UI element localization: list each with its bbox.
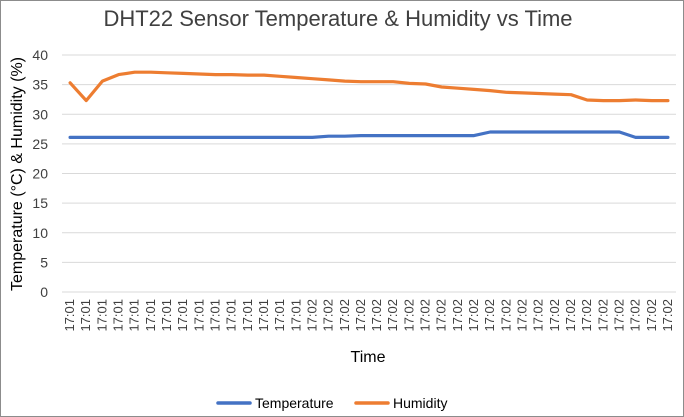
x-tick-label: 17:01 bbox=[143, 299, 158, 332]
x-tick-label: 17:02 bbox=[644, 299, 659, 332]
legend: Temperature Humidity bbox=[216, 395, 447, 411]
x-tick-label: 17:01 bbox=[62, 299, 77, 332]
x-tick-label: 17:02 bbox=[321, 299, 336, 332]
x-tick-label: 17:02 bbox=[353, 299, 368, 332]
x-tick-label: 17:02 bbox=[498, 299, 513, 332]
y-tick-label: 10 bbox=[32, 225, 48, 241]
y-tick-label: 35 bbox=[32, 77, 48, 93]
y-tick-label: 20 bbox=[32, 166, 48, 182]
y-axis-title: Temperature (°C) & Humidity (%) bbox=[9, 57, 26, 291]
x-tick-label: 17:02 bbox=[385, 299, 400, 332]
x-tick-label: 17:02 bbox=[369, 299, 384, 332]
series-line-humidity bbox=[68, 70, 670, 103]
x-tick-label: 17:02 bbox=[401, 299, 416, 332]
x-tick-label: 17:02 bbox=[563, 299, 578, 332]
x-tick-label: 17:01 bbox=[288, 299, 303, 332]
x-tick-label: 17:01 bbox=[78, 299, 93, 332]
x-tick-label: 17:02 bbox=[434, 299, 449, 332]
x-tick-label: 17:01 bbox=[256, 299, 271, 332]
x-tick-label: 17:01 bbox=[191, 299, 206, 332]
legend-item-humidity: Humidity bbox=[354, 395, 447, 411]
legend-label: Humidity bbox=[393, 395, 447, 411]
x-tick-label: 17:02 bbox=[450, 299, 465, 332]
x-axis-title: Time bbox=[351, 349, 386, 366]
x-tick-label: 17:01 bbox=[94, 299, 109, 332]
x-tick-label: 17:02 bbox=[515, 299, 530, 332]
x-tick-label: 17:01 bbox=[208, 299, 223, 332]
x-tick-label: 17:02 bbox=[660, 299, 675, 332]
y-tick-label: 40 bbox=[32, 47, 48, 63]
x-tick-label: 17:02 bbox=[304, 299, 319, 332]
x-tick-label: 17:01 bbox=[159, 299, 174, 332]
x-tick-label: 17:02 bbox=[595, 299, 610, 332]
x-tick-label: 17:01 bbox=[127, 299, 142, 332]
x-tick-label: 17:02 bbox=[611, 299, 626, 332]
chart-title: DHT22 Sensor Temperature & Humidity vs T… bbox=[103, 6, 572, 31]
x-tick-label: 17:01 bbox=[111, 299, 126, 332]
legend-label: Temperature bbox=[255, 395, 334, 411]
legend-item-temperature: Temperature bbox=[216, 395, 334, 411]
y-tick-label: 30 bbox=[32, 106, 48, 122]
series-lines bbox=[68, 70, 670, 139]
x-axis-ticks: 17:01 17:01 17:01 17:01 17:01 17:01 17:01 17:01… bbox=[62, 299, 675, 332]
x-tick-label: 17:01 bbox=[224, 299, 239, 332]
x-tick-label: 17:01 bbox=[175, 299, 190, 332]
series-line-temperature bbox=[68, 130, 670, 139]
y-tick-label: 25 bbox=[32, 136, 48, 152]
x-tick-label: 17:02 bbox=[466, 299, 481, 332]
x-tick-label: 17:02 bbox=[418, 299, 433, 332]
y-tick-label: 0 bbox=[40, 284, 48, 300]
x-tick-label: 17:02 bbox=[547, 299, 562, 332]
y-axis-ticks: 0 5 10 15 20 25 30 35 40 bbox=[32, 47, 48, 300]
x-tick-label: 17:01 bbox=[272, 299, 287, 332]
y-tick-label: 5 bbox=[40, 254, 48, 270]
gridlines bbox=[62, 54, 676, 293]
x-tick-label: 17:01 bbox=[240, 299, 255, 332]
x-tick-label: 17:02 bbox=[628, 299, 643, 332]
x-tick-label: 17:02 bbox=[531, 299, 546, 332]
x-tick-label: 17:02 bbox=[482, 299, 497, 332]
x-tick-label: 17:02 bbox=[337, 299, 352, 332]
x-tick-label: 17:02 bbox=[579, 299, 594, 332]
y-tick-label: 15 bbox=[32, 195, 48, 211]
